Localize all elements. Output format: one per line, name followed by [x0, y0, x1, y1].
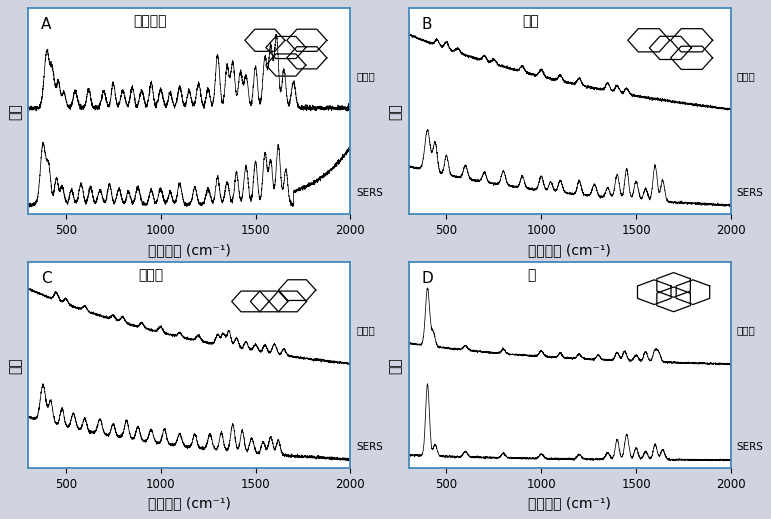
Text: C: C	[41, 270, 52, 285]
Y-axis label: 强度: 强度	[8, 103, 22, 120]
X-axis label: 拉曼位移 (cm⁻¹): 拉曼位移 (cm⁻¹)	[528, 243, 611, 257]
Text: 标准品: 标准品	[356, 325, 375, 336]
Text: 芹: 芹	[527, 268, 535, 282]
Text: SERS: SERS	[736, 442, 763, 452]
Text: 标准品: 标准品	[356, 72, 375, 81]
Text: 荚衘: 荚衘	[523, 15, 540, 29]
Text: 苯并荚衘: 苯并荚衘	[133, 15, 167, 29]
Y-axis label: 强度: 强度	[389, 103, 403, 120]
X-axis label: 拉曼位移 (cm⁻¹): 拉曼位移 (cm⁻¹)	[148, 243, 231, 257]
Y-axis label: 强度: 强度	[389, 357, 403, 374]
Text: 标准品: 标准品	[736, 72, 756, 81]
Text: SERS: SERS	[736, 188, 763, 198]
Text: A: A	[41, 17, 51, 32]
Text: B: B	[422, 17, 432, 32]
X-axis label: 拉曼位移 (cm⁻¹): 拉曼位移 (cm⁻¹)	[148, 497, 231, 511]
Text: SERS: SERS	[356, 188, 383, 198]
Text: 标准品: 标准品	[736, 325, 756, 336]
Text: D: D	[422, 270, 433, 285]
Y-axis label: 强度: 强度	[8, 357, 22, 374]
Text: 苯并荘: 苯并荘	[138, 268, 163, 282]
Text: SERS: SERS	[356, 442, 383, 452]
X-axis label: 拉曼位移 (cm⁻¹): 拉曼位移 (cm⁻¹)	[528, 497, 611, 511]
